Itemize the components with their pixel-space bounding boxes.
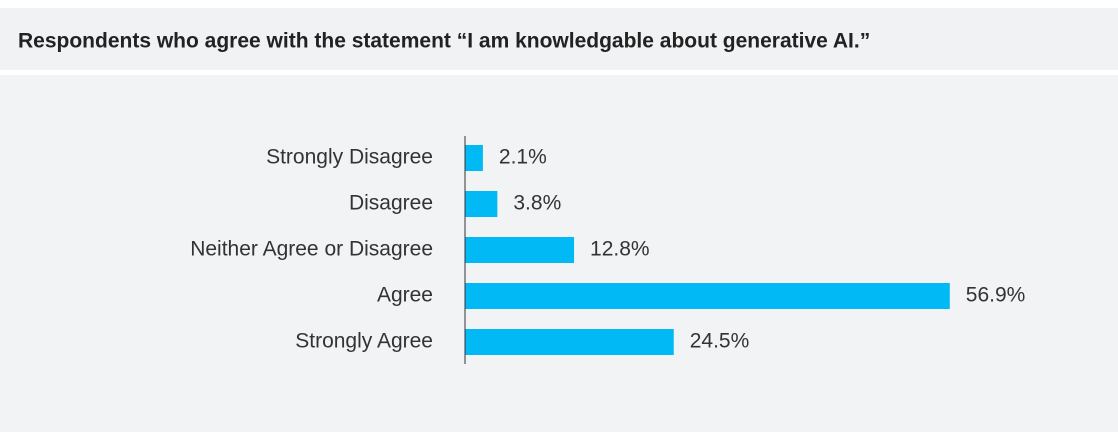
value-label: 2.1% xyxy=(499,146,547,169)
category-label: Strongly Agree xyxy=(295,330,433,353)
chart-title: Respondents who agree with the statement… xyxy=(18,30,870,53)
title-band xyxy=(0,8,1118,70)
value-label: 24.5% xyxy=(690,330,750,353)
category-label: Disagree xyxy=(349,192,433,215)
category-label: Neither Agree or Disagree xyxy=(190,238,433,261)
value-label: 3.8% xyxy=(513,192,561,215)
bar xyxy=(465,191,498,217)
bar xyxy=(465,283,950,309)
bar xyxy=(465,329,674,355)
category-label: Strongly Disagree xyxy=(266,146,433,169)
bar xyxy=(465,237,575,263)
value-label: 56.9% xyxy=(966,284,1026,307)
value-label: 12.8% xyxy=(590,238,650,261)
bar xyxy=(465,145,483,171)
category-label: Agree xyxy=(377,284,433,307)
